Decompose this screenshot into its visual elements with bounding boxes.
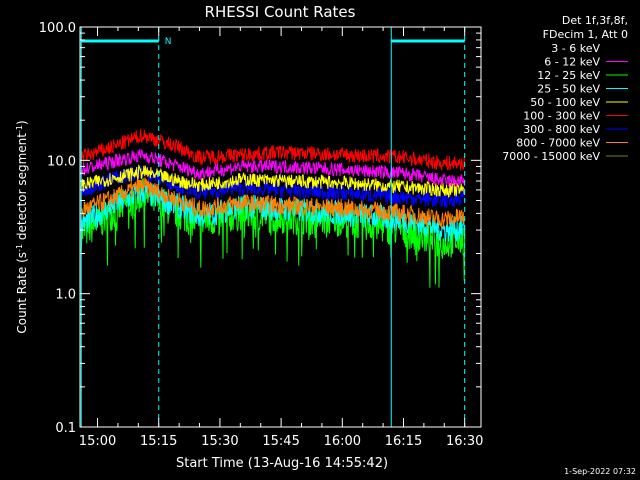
chart-title: RHESSI Count Rates — [205, 3, 356, 21]
plot-frame — [79, 26, 482, 428]
legend-label-1: 6 - 12 keV — [544, 56, 600, 69]
legend-label-4: 50 - 100 keV — [530, 96, 600, 109]
y-tick-label-3: 0.1 — [55, 421, 76, 436]
x-tick-label-5: 16:15 — [385, 434, 422, 449]
legend-label-6: 300 - 800 keV — [523, 123, 600, 136]
annotation-0: N — [165, 37, 172, 47]
legend: Det 1f,3f,8f, FDecim 1, Att 0 3 - 6 keV6… — [502, 14, 628, 163]
legend-label-2: 12 - 25 keV — [537, 69, 600, 82]
legend-label-8: 7000 - 15000 keV — [502, 150, 600, 163]
y-tick-label-0: 100.0 — [39, 21, 76, 36]
legend-label-0: 3 - 6 keV — [551, 42, 600, 55]
legend-label-5: 100 - 300 keV — [523, 110, 600, 123]
series-line-7 — [80, 177, 465, 228]
y-tick-label-1: 10.0 — [47, 154, 76, 169]
legend-label-7: 800 - 7000 keV — [516, 137, 600, 150]
legend-label-3: 25 - 50 keV — [537, 83, 600, 96]
y-axis-label: Count Rate (s-1 detector segment-1) — [15, 120, 29, 333]
y-axis: 100.0 10.0 1.0 0.1 — [39, 21, 481, 436]
x-tick-label-6: 16:30 — [446, 434, 483, 449]
marker-lines: N — [80, 27, 466, 427]
x-tick-label-1: 15:15 — [140, 434, 177, 449]
series-line-1 — [80, 148, 466, 188]
x-axis: 15:00 15:15 15:30 15:45 16:00 16:15 16:30 — [79, 27, 483, 449]
x-tick-label-0: 15:00 — [79, 434, 116, 449]
series-layer — [80, 84, 466, 288]
timestamp: 1-Sep-2022 07:32 — [564, 467, 636, 476]
x-axis-label: Start Time (13-Aug-16 14:55:42) — [176, 456, 388, 471]
series-line-0 — [80, 84, 466, 130]
legend-header-line1: Det 1f,3f,8f, — [562, 14, 628, 27]
series-line-4 — [80, 164, 466, 198]
x-tick-label-2: 15:30 — [201, 434, 238, 449]
series-line-2 — [80, 178, 466, 288]
series-line-5 — [80, 128, 466, 171]
x-tick-label-3: 15:45 — [262, 434, 299, 449]
legend-header-line2: FDecim 1, Att 0 — [543, 28, 628, 41]
y-tick-label-2: 1.0 — [55, 288, 76, 303]
x-tick-label-4: 16:00 — [324, 434, 361, 449]
